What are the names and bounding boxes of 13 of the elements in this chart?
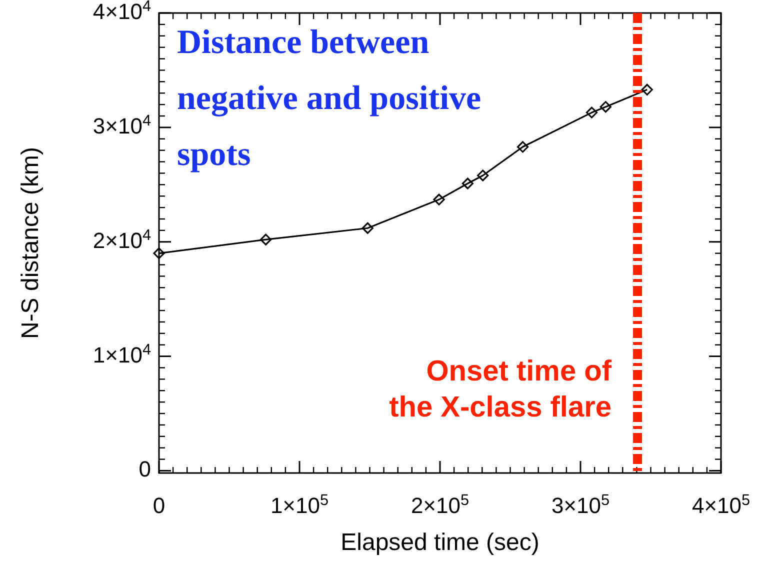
x-tick-label: 4×10$^{5}$ (692, 492, 750, 518)
x-axis-title: Elapsed time (sec) (340, 529, 540, 556)
y-axis-title: N-S distance (km) (17, 146, 44, 340)
x-tick-label: 1×10$^{5}$ (270, 492, 329, 518)
y-tick-label: 1×10$^{4}$ (92, 340, 152, 368)
y-tick-label: 0 (138, 456, 151, 482)
annotation: Distance between negative and positive spots (177, 24, 482, 173)
x-tick-label: 3×10$^{5}$ (551, 492, 610, 518)
y-tick-label: 4×10$^{4}$ (92, 0, 152, 24)
y-tick-label: 2×10$^{4}$ (92, 226, 152, 253)
x-tick-label: 2×10$^{5}$ (410, 492, 470, 518)
ref-line-label: Onset time of the X-class flare (389, 356, 612, 424)
y-tick-label: 3×10$^{4}$ (92, 112, 152, 138)
